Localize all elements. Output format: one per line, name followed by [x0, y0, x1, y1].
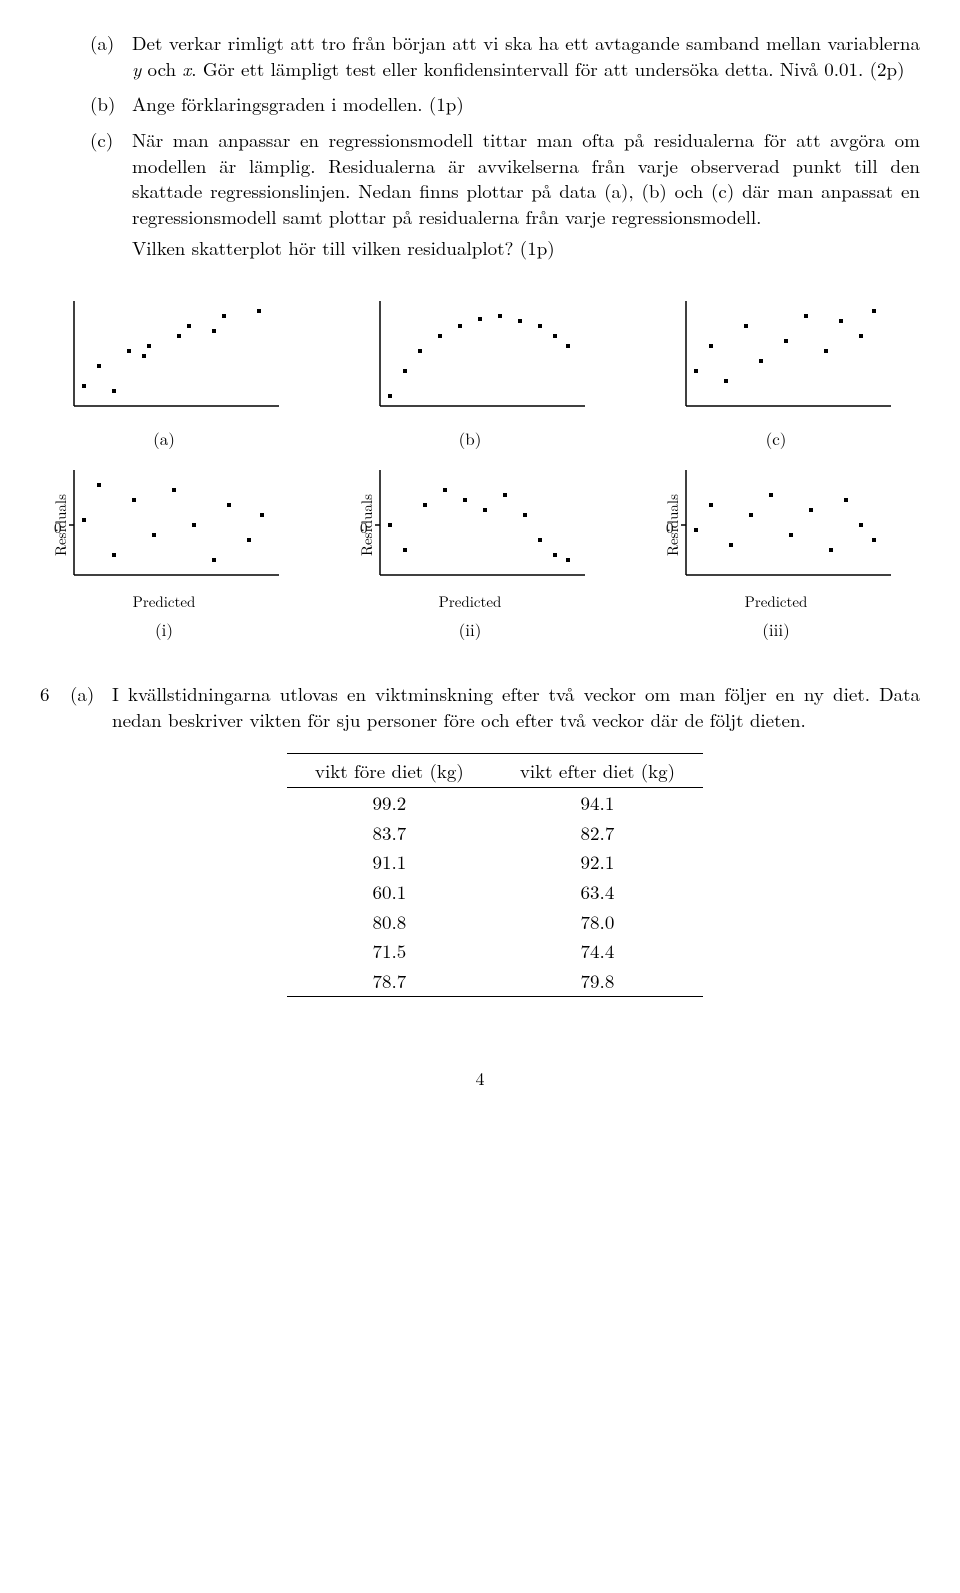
plot-caption: (a) — [20, 427, 308, 450]
item-body-5c: När man anpassar en regressionsmodell ti… — [132, 127, 920, 261]
scatter-plot — [656, 291, 896, 421]
table-cell: 60.1 — [287, 877, 492, 907]
table-row: 71.574.4 — [287, 936, 703, 966]
plot-cell: Residuals0 Predicted (i) — [20, 460, 308, 641]
text-5c-2: Vilken skatterplot hör till vilken resid… — [132, 235, 920, 261]
plot-svg — [44, 291, 284, 421]
plot-ytick: 0 — [666, 518, 674, 538]
plot-ytick: 0 — [54, 518, 62, 538]
table-row: 80.878.0 — [287, 907, 703, 937]
item-label-5b: (b) — [90, 91, 132, 117]
table-cell: 94.1 — [492, 788, 703, 818]
table-cell: 78.0 — [492, 907, 703, 937]
table-cell: 79.8 — [492, 966, 703, 996]
text-5a-mid: och — [141, 55, 182, 82]
table-header: vikt efter diet (kg) — [492, 753, 703, 788]
item-body-5a: Det verkar rimligt att tro från början a… — [132, 30, 920, 81]
item-label-5c: (c) — [90, 127, 132, 261]
plot-caption: (b) — [326, 427, 614, 450]
page-number: 4 — [40, 1067, 920, 1091]
item-6a: (a) I kvällstidningarna utlovas en viktm… — [70, 681, 920, 732]
var-y: y — [132, 55, 141, 82]
item-5a: (a) Det verkar rimligt att tro från börj… — [90, 30, 920, 81]
plot-caption: (iii) — [632, 618, 920, 641]
table-row: 83.782.7 — [287, 818, 703, 848]
item-label-6a: (a) — [70, 681, 112, 732]
table-cell: 71.5 — [287, 936, 492, 966]
scatter-plot — [350, 291, 590, 421]
scatter-plot — [44, 291, 284, 421]
text-5a-1: Det verkar rimligt att tro från början a… — [132, 29, 920, 56]
diet-table: vikt före diet (kg)vikt efter diet (kg) … — [287, 753, 703, 997]
plot-ytick: 0 — [360, 518, 368, 538]
plot-svg — [656, 291, 896, 421]
plot-xlabel: Predicted — [20, 592, 308, 612]
plots-container: (a) (b) (c) Resi — [20, 291, 920, 641]
question-6-number: 6 — [40, 681, 70, 996]
plot-caption: (i) — [20, 618, 308, 641]
plot-svg — [656, 460, 896, 590]
table-cell: 82.7 — [492, 818, 703, 848]
scatter-plot: Residuals0 — [44, 460, 284, 590]
plot-svg — [44, 460, 284, 590]
plot-svg — [350, 291, 590, 421]
table-row: 91.192.1 — [287, 847, 703, 877]
var-x: x — [182, 55, 191, 82]
plot-svg — [350, 460, 590, 590]
table-cell: 99.2 — [287, 788, 492, 818]
plot-caption: (ii) — [326, 618, 614, 641]
plot-xlabel: Predicted — [326, 592, 614, 612]
item-5c: (c) När man anpassar en regressionsmodel… — [90, 127, 920, 261]
question-5-items: (a) Det verkar rimligt att tro från börj… — [90, 30, 920, 261]
item-label-5a: (a) — [90, 30, 132, 81]
table-cell: 74.4 — [492, 936, 703, 966]
item-body-6a: I kvällstidningarna utlovas en viktminsk… — [112, 681, 920, 732]
plot-cell: (b) — [326, 291, 614, 450]
scatter-plot: Residuals0 — [656, 460, 896, 590]
table-cell: 80.8 — [287, 907, 492, 937]
question-6-body: (a) I kvällstidningarna utlovas en viktm… — [70, 681, 920, 996]
item-5b: (b) Ange förklaringsgraden i modellen. (… — [90, 91, 920, 117]
table-row: 99.294.1 — [287, 788, 703, 818]
scatter-plot: Residuals0 — [350, 460, 590, 590]
top-plot-row: (a) (b) (c) — [20, 291, 920, 450]
bottom-plot-row: Residuals0 Predicted (i) Residuals0 Pred… — [20, 460, 920, 641]
item-body-5b: Ange förklaringsgraden i modellen. (1p) — [132, 91, 920, 117]
plot-cell: (a) — [20, 291, 308, 450]
table-cell: 63.4 — [492, 877, 703, 907]
text-5a-rest: . Gör ett lämpligt test eller konfidensi… — [191, 55, 904, 82]
plot-cell: Residuals0 Predicted (iii) — [632, 460, 920, 641]
table-cell: 92.1 — [492, 847, 703, 877]
question-6: 6 (a) I kvällstidningarna utlovas en vik… — [40, 681, 920, 996]
table-cell: 78.7 — [287, 966, 492, 996]
plot-caption: (c) — [632, 427, 920, 450]
plot-cell: (c) — [632, 291, 920, 450]
table-row: 60.163.4 — [287, 877, 703, 907]
plot-xlabel: Predicted — [632, 592, 920, 612]
text-5c-1: När man anpassar en regressionsmodell ti… — [132, 127, 920, 230]
table-row: 78.779.8 — [287, 966, 703, 996]
table-cell: 91.1 — [287, 847, 492, 877]
table-header: vikt före diet (kg) — [287, 753, 492, 788]
table-cell: 83.7 — [287, 818, 492, 848]
plot-cell: Residuals0 Predicted (ii) — [326, 460, 614, 641]
